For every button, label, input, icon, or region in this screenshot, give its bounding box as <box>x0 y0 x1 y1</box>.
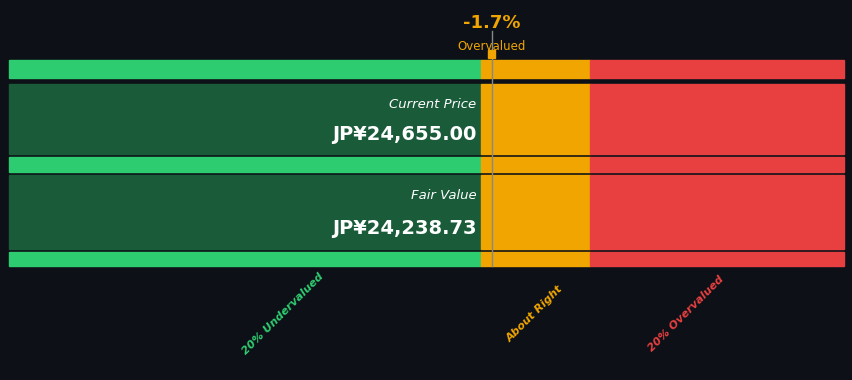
Bar <box>9 60 481 78</box>
Text: JP¥24,655.00: JP¥24,655.00 <box>331 125 476 144</box>
Bar <box>9 175 481 249</box>
Bar <box>481 175 589 249</box>
Text: 20% Undervalued: 20% Undervalued <box>239 271 325 356</box>
Bar <box>481 252 589 266</box>
Bar <box>481 60 589 78</box>
Bar <box>9 84 481 154</box>
Text: Current Price: Current Price <box>389 98 476 111</box>
Bar <box>487 50 494 58</box>
Text: 20% Overvalued: 20% Overvalued <box>646 274 725 353</box>
Bar <box>481 84 589 154</box>
Text: About Right: About Right <box>504 283 565 344</box>
Bar <box>589 84 843 154</box>
Bar <box>589 60 843 78</box>
Bar <box>9 157 481 172</box>
Bar <box>589 252 843 266</box>
Bar <box>481 157 589 172</box>
Bar <box>589 175 843 249</box>
Text: JP¥24,238.73: JP¥24,238.73 <box>331 218 476 238</box>
Text: -1.7%: -1.7% <box>463 14 520 32</box>
Bar <box>589 157 843 172</box>
Bar <box>9 252 481 266</box>
Text: Overvalued: Overvalued <box>457 40 526 53</box>
Text: Fair Value: Fair Value <box>411 189 476 202</box>
